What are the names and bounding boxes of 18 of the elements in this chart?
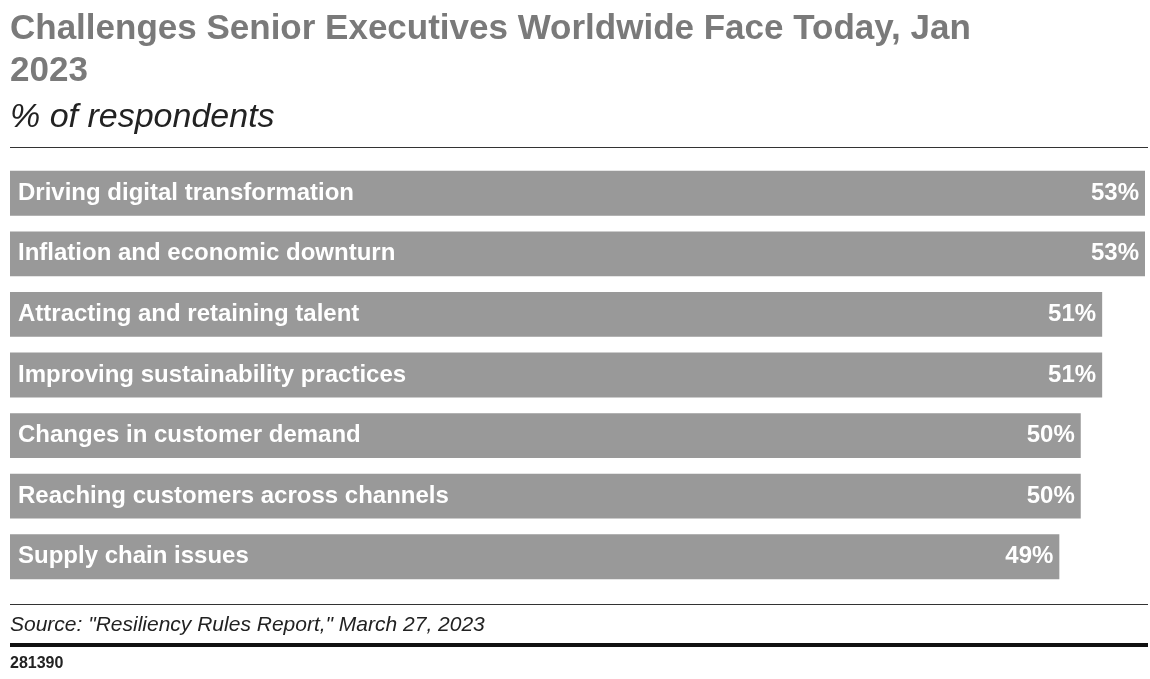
y-tick-label: Changes in customer demand — [18, 420, 361, 448]
data-label: 53% — [1090, 177, 1139, 205]
chart-subtitle: % of respondents — [10, 96, 275, 135]
data-label: 50% — [1026, 420, 1075, 448]
data-label: 51% — [1048, 299, 1097, 327]
data-label: 51% — [1048, 359, 1097, 387]
y-tick-label: Inflation and economic downturn — [18, 238, 396, 266]
data-label: 53% — [1090, 238, 1139, 266]
y-tick-label: Attracting and retaining talent — [18, 299, 360, 327]
y-tick-label: Improving sustainability practices — [18, 359, 407, 387]
data-label: 49% — [1005, 541, 1054, 569]
y-tick-label: Driving digital transformation — [18, 177, 355, 205]
y-tick-label: Supply chain issues — [18, 541, 249, 569]
text: 281390 — [10, 654, 64, 672]
data-label: 50% — [1026, 480, 1075, 508]
chart-title: Challenges Senior Executives Worldwide Face Today, Jan 2023 — [10, 6, 972, 90]
y-tick-label: Reaching customers across channels — [18, 480, 449, 508]
source-note: Source: "Resiliency Rules Report," March 27, 2023 — [10, 612, 485, 636]
